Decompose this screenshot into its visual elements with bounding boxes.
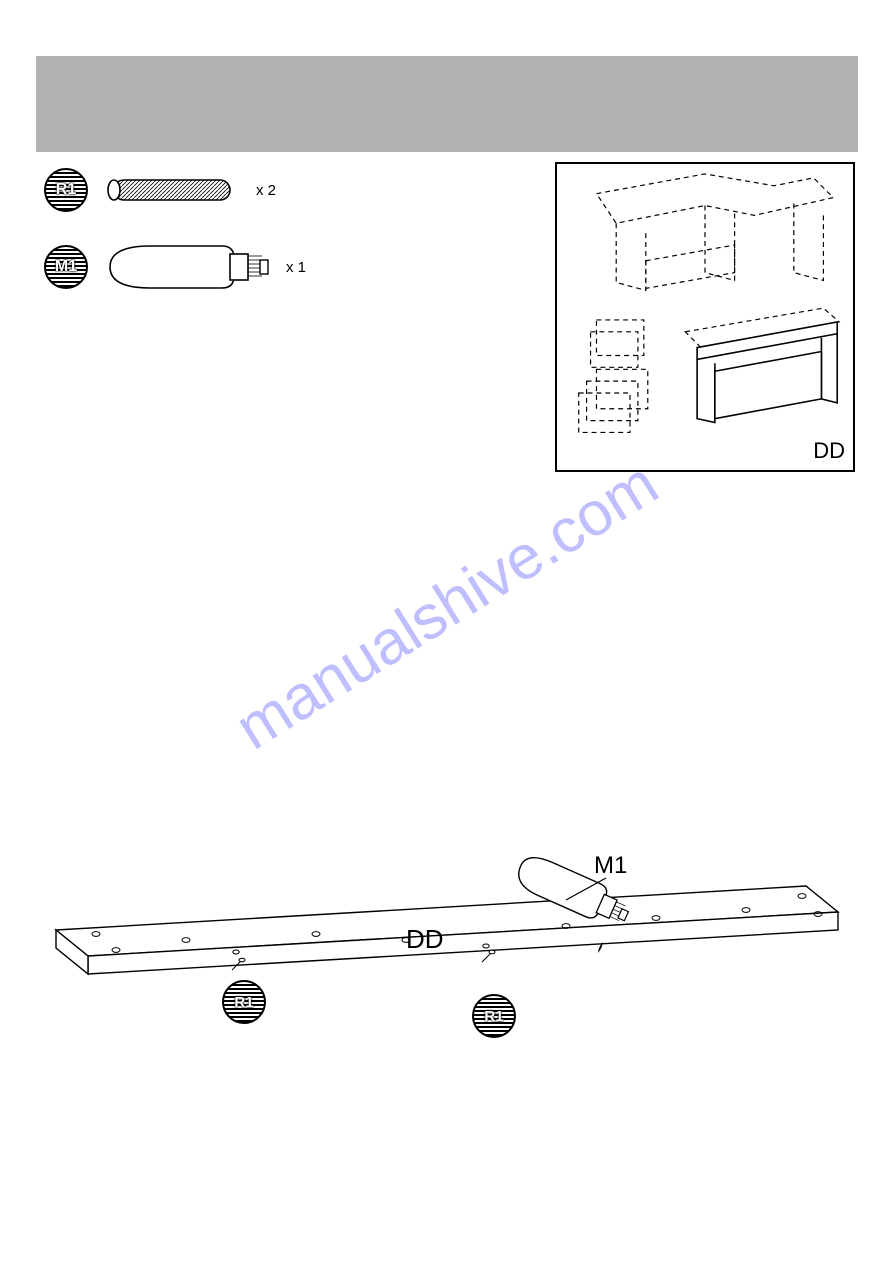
part-qty-r1: x 2 — [256, 182, 276, 199]
part-badge-r1-label: R1 — [56, 181, 76, 199]
dowel-marker-right-label: R1 — [484, 1008, 503, 1025]
assembly-diagram: DD M1 R1 R1 — [46, 870, 846, 1100]
part-qty-m1: x 1 — [286, 259, 306, 276]
step-header-bar — [36, 56, 858, 152]
dowel-marker-left: R1 — [222, 980, 266, 1024]
part-badge-m1-label: M1 — [55, 258, 77, 276]
part-badge-m1: M1 — [44, 245, 88, 289]
watermark-text: manualshive.com — [223, 448, 670, 764]
dowel-marker-left-label: R1 — [234, 994, 253, 1011]
locator-highlight-label: DD — [813, 438, 845, 464]
part-callout-m1: M1 x 1 — [44, 236, 306, 298]
part-callout-r1: R1 x 2 — [44, 168, 276, 212]
panel-label-dd: DD — [406, 924, 444, 955]
part-badge-r1: R1 — [44, 168, 88, 212]
glue-bottle-icon — [102, 236, 272, 298]
glue-label-m1: M1 — [594, 852, 627, 880]
locator-diagram: DD — [555, 162, 855, 472]
dowel-icon — [102, 170, 242, 210]
dowel-marker-right: R1 — [472, 994, 516, 1038]
